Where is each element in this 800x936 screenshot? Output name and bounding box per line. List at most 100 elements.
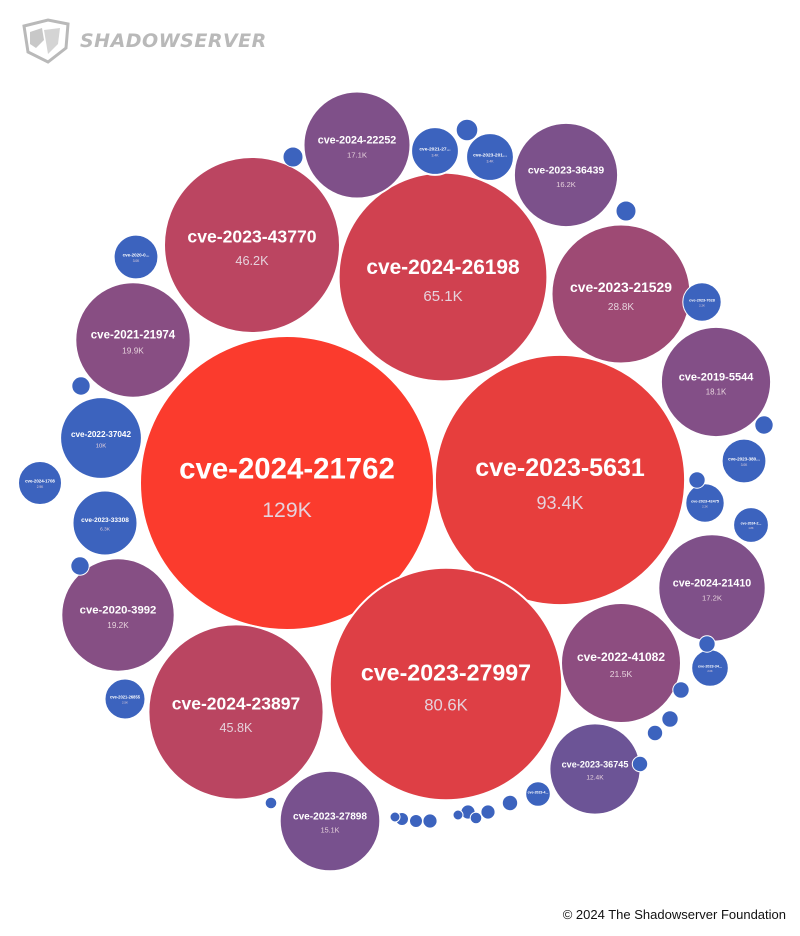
bubble-label: cve-2023-5631 (475, 454, 645, 482)
bubble-cve-2023-380[interactable]: cve-2023-380... 3.0K (720, 437, 768, 485)
bubble-circle[interactable] (264, 796, 278, 810)
bubble-circle[interactable] (74, 281, 192, 399)
bubble-cve-2024-2[interactable]: cve-2024-2... 1.8K (733, 507, 769, 543)
bubble-cve-2023-27997[interactable]: cve-2023-27997 80.6K (328, 566, 564, 802)
bubble-circle[interactable] (659, 325, 773, 439)
bubble-circle[interactable] (733, 507, 769, 543)
bubble-circle[interactable] (302, 90, 412, 200)
bubble-circle[interactable] (469, 811, 483, 825)
bubble-cve-2023-43770[interactable]: cve-2023-43770 46.2K (163, 156, 341, 334)
bubble-circle[interactable] (525, 781, 551, 807)
bubble-circle[interactable] (410, 126, 460, 176)
bubble-circle[interactable] (646, 724, 664, 742)
bubble-cve-2023-33308[interactable]: cve-2023-33308 6.3K (71, 489, 139, 557)
bubble-circle[interactable] (163, 156, 341, 334)
bubble-unlabeled-35[interactable] (688, 471, 706, 489)
bubble-cve-2022-37042[interactable]: cve-2022-37042 10K (59, 396, 143, 480)
bubble-cve-2023-27898[interactable]: cve-2023-27898 15.1K (278, 769, 382, 873)
bubble-circle[interactable] (480, 804, 496, 820)
bubble-cve-2023-5631[interactable]: cve-2023-5631 93.4K (433, 353, 687, 607)
bubble-circle[interactable] (433, 353, 687, 607)
bubble-circle[interactable] (452, 809, 464, 821)
bubble-circle[interactable] (672, 681, 690, 699)
bubble-circle[interactable] (103, 677, 147, 721)
bubble-value: 3.0K (133, 259, 140, 263)
bubble-circle[interactable] (71, 376, 91, 396)
bubble-circle[interactable] (282, 146, 304, 168)
bubble-circle[interactable] (422, 813, 438, 829)
bubble-circle[interactable] (278, 769, 382, 873)
bubble-cve-2019-5544[interactable]: cve-2019-5544 18.1K (659, 325, 773, 439)
bubble-label: cve-2022-37042 (71, 430, 132, 439)
bubble-unlabeled-48[interactable] (469, 811, 483, 825)
bubble-unlabeled-42[interactable] (480, 804, 496, 820)
bubble-circle[interactable] (501, 794, 519, 812)
bubble-circle[interactable] (615, 200, 637, 222)
bubble-cve-2020-3992[interactable]: cve-2020-3992 19.2K (60, 557, 176, 673)
shadowserver-shield-icon (22, 18, 70, 64)
bubble-value: 6.3K (100, 526, 111, 531)
bubble-label: cve-2023-21529 (570, 279, 672, 295)
bubble-unlabeled-47[interactable] (264, 796, 278, 810)
bubble-circle[interactable] (17, 460, 63, 506)
bubble-cve-2021-26855[interactable]: cve-2021-26855 2.5K (103, 677, 147, 721)
bubble-circle[interactable] (560, 602, 682, 724)
bubble-circle[interactable] (512, 121, 620, 229)
bubble-circle[interactable] (59, 396, 143, 480)
bubble-cve-2023-201[interactable]: cve-2023-201...3.4K (465, 132, 515, 182)
bubble-circle[interactable] (661, 710, 679, 728)
bubble-circle[interactable] (720, 437, 768, 485)
bubble-unlabeled-32[interactable] (71, 376, 91, 396)
bubble-cve-2021-21974[interactable]: cve-2021-21974 19.9K (74, 281, 192, 399)
bubble-label: cve-2024-1708 (25, 478, 55, 483)
bubble-cve-2024-23897[interactable]: cve-2024-23897 45.8K (147, 623, 325, 801)
bubble-unlabeled-44[interactable] (422, 813, 438, 829)
bubble-cve-2024-22252[interactable]: cve-2024-22252 17.1K (302, 90, 412, 200)
bubble-circle[interactable] (682, 282, 722, 322)
bubble-unlabeled-34[interactable] (754, 415, 774, 435)
bubble-unlabeled-40[interactable] (631, 755, 649, 773)
bubble-cve-2023-34[interactable]: cve-2023-34...2.0K (691, 649, 729, 687)
bubble-cve-2024-21762[interactable]: cve-2024-21762 129K (139, 335, 435, 631)
bubble-circle[interactable] (112, 233, 160, 281)
bubble-unlabeled-45[interactable] (409, 814, 423, 828)
bubble-cve-2023-36745[interactable]: cve-2023-36745 12.4K (548, 722, 642, 816)
bubble-circle[interactable] (455, 118, 479, 142)
bubble-unlabeled-33[interactable] (70, 556, 90, 576)
bubble-circle[interactable] (71, 489, 139, 557)
bubble-cve-2020-0[interactable]: cve-2020-0... 3.0K (112, 233, 160, 281)
bubble-unlabeled-50[interactable] (389, 811, 401, 823)
bubble-unlabeled-29[interactable] (455, 118, 479, 142)
bubble-label: cve-2021-21974 (91, 329, 176, 341)
bubble-unlabeled-49[interactable] (452, 809, 464, 821)
bubble-circle[interactable] (685, 483, 725, 523)
bubble-unlabeled-36[interactable] (698, 635, 716, 653)
bubble-circle[interactable] (631, 755, 649, 773)
bubble-cve-2023-21529[interactable]: cve-2023-21529 28.8K (550, 223, 692, 365)
bubble-unlabeled-39[interactable] (646, 724, 664, 742)
bubble-circle[interactable] (147, 623, 325, 801)
bubble-cve-2024-21410[interactable]: cve-2024-21410 17.2K (657, 533, 767, 643)
bubble-circle[interactable] (409, 814, 423, 828)
bubble-unlabeled-30[interactable] (282, 146, 304, 168)
bubble-circle[interactable] (465, 132, 515, 182)
bubble-cve-2022-41082[interactable]: cve-2022-41082 21.5K (560, 602, 682, 724)
bubble-unlabeled-38[interactable] (661, 710, 679, 728)
bubble-cve-2021-27[interactable]: cve-2021-27...3.4K (410, 126, 460, 176)
bubble-cve-2023-36439[interactable]: cve-2023-36439 16.2K (512, 121, 620, 229)
bubble-circle[interactable] (698, 635, 716, 653)
bubble-unlabeled-37[interactable] (672, 681, 690, 699)
bubble-circle[interactable] (60, 557, 176, 673)
bubble-cve-2023-4[interactable]: cve-2023-4... (525, 781, 551, 807)
bubble-unlabeled-31[interactable] (615, 200, 637, 222)
bubble-circle[interactable] (389, 811, 401, 823)
bubble-circle[interactable] (328, 566, 564, 802)
bubble-cve-2024-26198[interactable]: cve-2024-26198 65.1K (337, 171, 549, 383)
bubble-circle[interactable] (688, 471, 706, 489)
bubble-circle[interactable] (70, 556, 90, 576)
bubble-unlabeled-41[interactable] (501, 794, 519, 812)
bubble-circle[interactable] (754, 415, 774, 435)
bubble-cve-2024-1708[interactable]: cve-2024-1708 2.9K (17, 460, 63, 506)
